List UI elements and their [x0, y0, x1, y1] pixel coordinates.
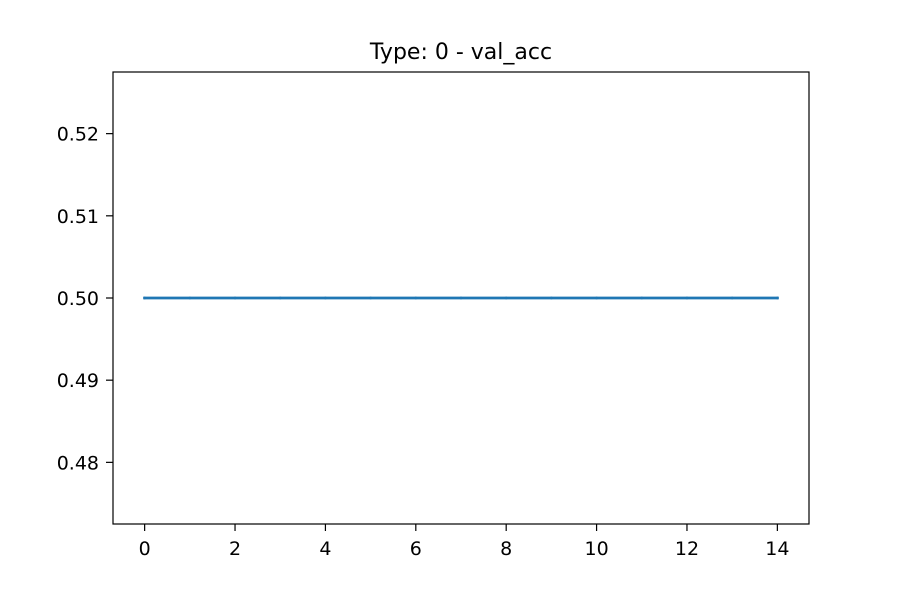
series-0-point-11	[640, 296, 644, 300]
y-tick-label-2: 0.50	[57, 288, 99, 310]
series-0-point-5	[369, 296, 373, 300]
series-0-point-6	[414, 296, 418, 300]
series-0-point-7	[459, 296, 463, 300]
y-tick-label-4: 0.52	[57, 124, 99, 146]
x-tick-label-4: 8	[500, 538, 512, 560]
x-tick-label-6: 12	[675, 538, 699, 560]
y-axis-ticks: 0.48 0.49 0.50 0.51 0.52	[57, 124, 113, 474]
x-tick-label-7: 14	[765, 538, 789, 560]
x-tick-label-2: 4	[319, 538, 331, 560]
series-0-point-8	[504, 296, 508, 300]
series-0-point-14	[775, 296, 779, 300]
series-0-point-13	[730, 296, 734, 300]
y-tick-label-1: 0.49	[57, 370, 99, 392]
series-0-point-12	[685, 296, 689, 300]
x-tick-label-0: 0	[139, 538, 151, 560]
y-tick-label-3: 0.51	[57, 206, 99, 228]
x-tick-label-1: 2	[229, 538, 241, 560]
y-tick-label-0: 0.48	[57, 452, 99, 474]
x-tick-label-3: 6	[410, 538, 422, 560]
x-axis-ticks: 0 2 4 6 8 10 12 14	[139, 524, 789, 560]
x-tick-label-5: 10	[584, 538, 608, 560]
series-0-point-3	[278, 296, 282, 300]
series-0-point-0	[143, 296, 147, 300]
series-0-point-9	[549, 296, 553, 300]
chart-title: Type: 0 - val_acc	[369, 40, 552, 65]
series-0-point-1	[188, 296, 192, 300]
series-0-point-10	[595, 296, 598, 300]
series-layer	[143, 296, 779, 300]
series-0-point-4	[324, 296, 327, 300]
series-0-point-2	[233, 296, 237, 300]
plot-frame	[112, 71, 810, 525]
